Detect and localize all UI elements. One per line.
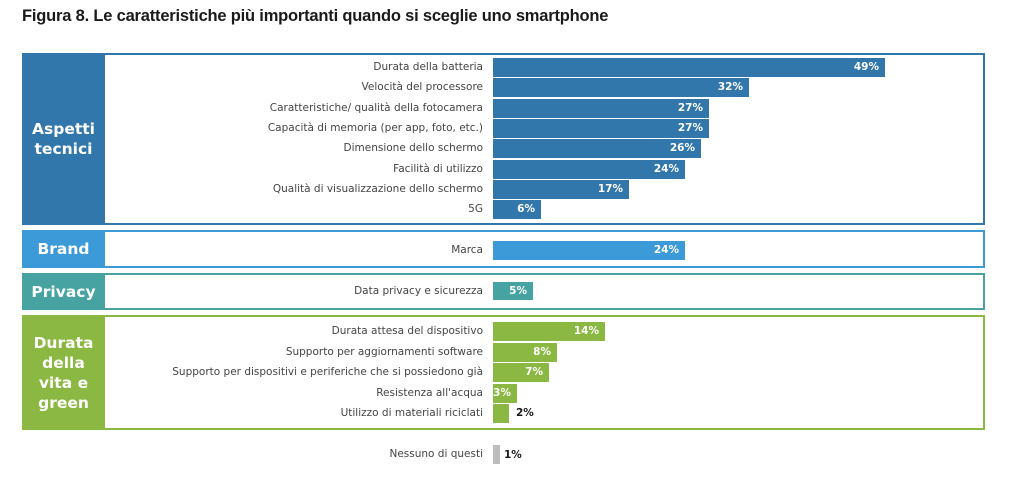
data-label: 6% xyxy=(517,203,535,216)
category-label: Dimensione dello schermo xyxy=(343,142,483,155)
category-label: Qualità di visualizzazione dello schermo xyxy=(272,182,483,195)
category-label: Utilizzo di materiali riciclati xyxy=(340,407,483,419)
bar-supporto-per-aggiornamenti-software xyxy=(493,342,557,362)
bar-capacita-di-memoria-per-app-foto-etc xyxy=(493,118,709,138)
category-label: Caratteristiche/ qualità della fotocamer… xyxy=(269,101,483,114)
group-header-line: vita e xyxy=(38,373,89,392)
group-header-line: della xyxy=(42,353,85,372)
group-header: Privacy xyxy=(22,273,105,310)
data-label: 27% xyxy=(677,101,703,114)
bar-qualita-di-visualizzazione-dello-schermo xyxy=(493,179,629,199)
bar-nessuno-di-questi xyxy=(493,445,500,464)
category-label: Marca xyxy=(451,244,483,256)
group-header-line: Privacy xyxy=(31,282,96,301)
group-header-line: Durata xyxy=(33,333,94,352)
category-label: Durata attesa del dispositivo xyxy=(331,325,483,337)
bar-facilita-di-utilizzo xyxy=(493,159,685,179)
group-header-line: green xyxy=(38,393,89,412)
group-header: Brand xyxy=(22,230,105,268)
data-label: 14% xyxy=(573,325,599,337)
data-label: 26% xyxy=(669,142,695,155)
category-label: Nessuno di questi xyxy=(389,448,483,460)
category-label: Data privacy e sicurezza xyxy=(354,285,483,297)
data-label: 17% xyxy=(597,182,623,195)
data-label: 1% xyxy=(504,449,522,461)
group-header-line: tecnici xyxy=(34,140,93,158)
category-label: Supporto per aggiornamenti software xyxy=(285,345,483,358)
group-header: Durata della vita e green xyxy=(22,315,105,430)
bar-utilizzo-di-materiali-riciclati xyxy=(493,404,509,423)
group-header-line: Brand xyxy=(37,240,90,258)
bar-marca xyxy=(493,241,685,260)
data-label: 24% xyxy=(653,162,679,175)
data-label: 49% xyxy=(853,61,879,73)
data-label: 8% xyxy=(533,345,551,358)
bar-supporto-per-dispositivi-e-periferiche-che-si-possiedono-gia xyxy=(493,363,549,382)
category-label: Supporto per dispositivi e periferiche c… xyxy=(172,366,483,378)
category-label: Resistenza all'acqua xyxy=(376,386,483,399)
category-label: Capacità di memoria (per app, foto, etc.… xyxy=(267,121,483,134)
data-label: 2% xyxy=(516,407,534,419)
bar-velocita-del-processore xyxy=(493,78,749,98)
chart-title: Figura 8. Le caratteristiche più importa… xyxy=(22,7,609,25)
data-label: 32% xyxy=(717,81,743,94)
data-label: 24% xyxy=(653,244,679,256)
category-label: Velocità del processore xyxy=(361,81,483,94)
bar-resistenza-all-acqua xyxy=(493,383,517,403)
data-label: 3% xyxy=(493,386,511,399)
bar-durata-della-batteria xyxy=(493,58,885,77)
bar-5g xyxy=(493,200,541,220)
bar-caratteristiche-qualita-della-fotocamera xyxy=(493,98,709,118)
bar-dimensione-dello-schermo xyxy=(493,139,701,159)
data-label: 5% xyxy=(509,285,527,297)
data-label: 7% xyxy=(525,366,543,378)
group-header: Aspetti tecnici xyxy=(22,53,105,225)
category-label: Durata della batteria xyxy=(373,61,483,73)
category-label: Facilità di utilizzo xyxy=(393,162,483,175)
bar-data-privacy-e-sicurezza xyxy=(493,282,533,300)
group-header-line: Aspetti xyxy=(32,120,95,138)
bar-durata-attesa-del-dispositivo xyxy=(493,322,605,341)
data-label: 27% xyxy=(677,121,703,134)
category-label: 5G xyxy=(468,203,483,216)
